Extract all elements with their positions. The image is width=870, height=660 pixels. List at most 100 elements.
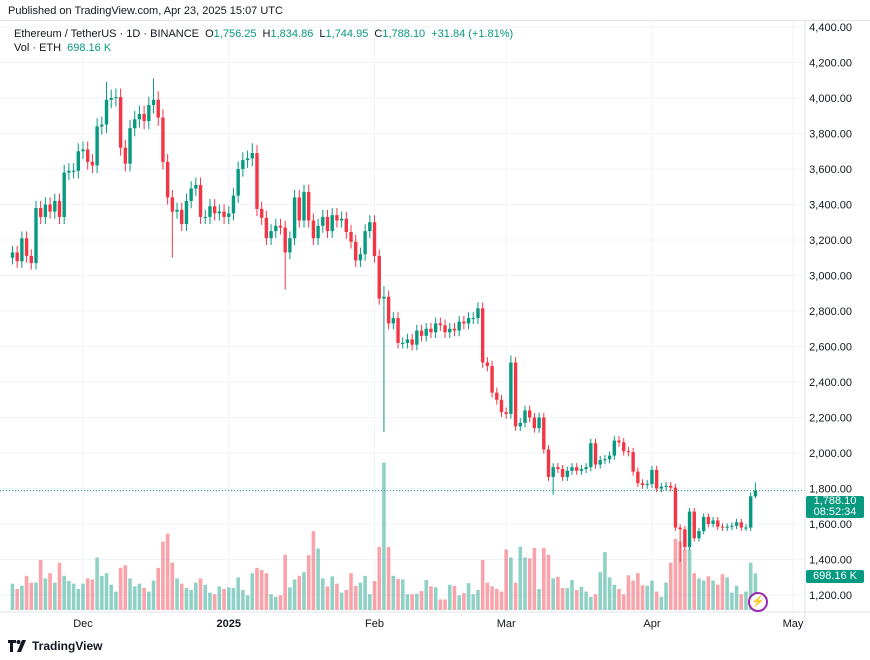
candle-body bbox=[716, 520, 720, 527]
volume-bar bbox=[433, 587, 438, 610]
volume-bar bbox=[443, 599, 447, 610]
volume-bar bbox=[725, 577, 729, 610]
candle-body bbox=[448, 328, 452, 333]
candle-body bbox=[128, 128, 132, 164]
low-label: L bbox=[319, 28, 326, 40]
volume-bar bbox=[250, 573, 255, 610]
volume-bar bbox=[466, 583, 471, 610]
volume-bar bbox=[81, 583, 85, 610]
volume-bar bbox=[269, 594, 273, 610]
candle-body bbox=[593, 443, 598, 465]
volume-bar bbox=[584, 591, 588, 610]
volume-bar bbox=[306, 555, 311, 610]
time-tick-label: 2025 bbox=[217, 618, 241, 630]
candle-body bbox=[90, 161, 95, 166]
volume-bar bbox=[494, 588, 499, 610]
candle-body bbox=[325, 216, 330, 232]
volume-bar bbox=[532, 547, 537, 610]
volume-bar bbox=[518, 546, 523, 610]
volume-row: Vol · ETH 698.16 K bbox=[14, 41, 516, 55]
candle-body bbox=[368, 222, 372, 232]
volume-bar bbox=[598, 572, 603, 610]
candle-body bbox=[184, 200, 189, 225]
volume-bar bbox=[485, 582, 490, 610]
time-tick-label: Feb bbox=[365, 618, 384, 630]
candle-body bbox=[212, 206, 217, 214]
lightning-icon[interactable]: ⚡ bbox=[748, 592, 768, 612]
candle-body bbox=[579, 468, 584, 471]
volume-bar bbox=[109, 584, 114, 610]
symbol-info[interactable]: Ethereum / TetherUS · 1D · BINANCE bbox=[14, 28, 200, 40]
candle-body bbox=[659, 486, 664, 489]
volume-bar bbox=[52, 582, 57, 610]
candle-body bbox=[156, 99, 160, 118]
volume-bar bbox=[95, 557, 99, 610]
volume-bar bbox=[589, 596, 593, 610]
volume-bar bbox=[344, 590, 349, 610]
candle-body bbox=[466, 318, 471, 324]
candlestick-chart[interactable]: 4,400.00 4,200.00 4,000.00 3,800.00 3,600.00… bbox=[0, 0, 870, 640]
candle-body bbox=[151, 99, 156, 106]
volume-bar bbox=[480, 560, 485, 610]
volume-bar bbox=[20, 585, 24, 610]
volume-bar bbox=[236, 577, 240, 610]
candle-body bbox=[617, 440, 621, 443]
volume-bar bbox=[659, 596, 664, 610]
candle-body bbox=[339, 218, 344, 221]
volume-bar bbox=[67, 581, 71, 610]
volume-bar bbox=[297, 575, 302, 610]
candle-body bbox=[669, 485, 673, 488]
candle-body bbox=[622, 442, 626, 452]
open-value: 1,756.25 bbox=[213, 28, 257, 40]
volume-bar bbox=[396, 578, 400, 610]
candle-body bbox=[748, 496, 753, 528]
volume-bar bbox=[678, 541, 682, 610]
candle-body bbox=[415, 330, 419, 345]
volume-bar bbox=[198, 578, 203, 610]
volume-bar bbox=[490, 586, 494, 610]
candles bbox=[10, 78, 758, 563]
candle-body bbox=[589, 443, 593, 468]
candle-body bbox=[236, 169, 240, 196]
price-tick-label: 3,400.00 bbox=[809, 200, 852, 212]
volume-bar bbox=[170, 562, 175, 610]
volume-bar bbox=[560, 587, 565, 610]
candle-body bbox=[654, 469, 659, 489]
candle-body bbox=[175, 209, 179, 212]
candle-body bbox=[598, 460, 602, 465]
candle-body bbox=[575, 467, 579, 471]
volume-bar bbox=[217, 586, 222, 610]
volume-bar bbox=[179, 583, 184, 610]
open-label: O bbox=[205, 28, 214, 40]
candle-body bbox=[683, 529, 687, 548]
volume-bar bbox=[132, 586, 137, 610]
candle-body bbox=[443, 325, 447, 333]
candle-body bbox=[523, 410, 527, 423]
volume-bar bbox=[636, 573, 640, 610]
volume-bar bbox=[222, 588, 226, 610]
candle-body bbox=[438, 323, 443, 326]
volume-bar bbox=[330, 576, 335, 610]
volume-bar bbox=[29, 582, 34, 610]
candle-body bbox=[241, 160, 245, 169]
price-tick-label: 2,600.00 bbox=[809, 342, 852, 354]
candle-body bbox=[208, 206, 212, 217]
candle-body bbox=[245, 158, 250, 161]
volume-bar bbox=[720, 574, 725, 610]
time-tick-label: May bbox=[783, 618, 804, 630]
candle-body bbox=[53, 200, 57, 212]
volume-value: 698.16 K bbox=[67, 42, 112, 54]
candle-body bbox=[10, 252, 15, 258]
chart-frame[interactable] bbox=[0, 20, 870, 633]
close-label: C bbox=[374, 28, 383, 40]
volume-bar bbox=[226, 587, 231, 610]
volume-bar bbox=[527, 558, 532, 610]
volume-bar bbox=[38, 560, 43, 610]
volume-bar bbox=[541, 547, 546, 610]
volume-bar bbox=[447, 584, 452, 610]
change-value: +31.84 (+1.81%) bbox=[431, 28, 514, 40]
volume-label[interactable]: Vol · ETH bbox=[14, 42, 62, 54]
candle-body bbox=[513, 362, 518, 427]
volume-bar bbox=[321, 578, 325, 610]
candle-body bbox=[452, 328, 457, 331]
